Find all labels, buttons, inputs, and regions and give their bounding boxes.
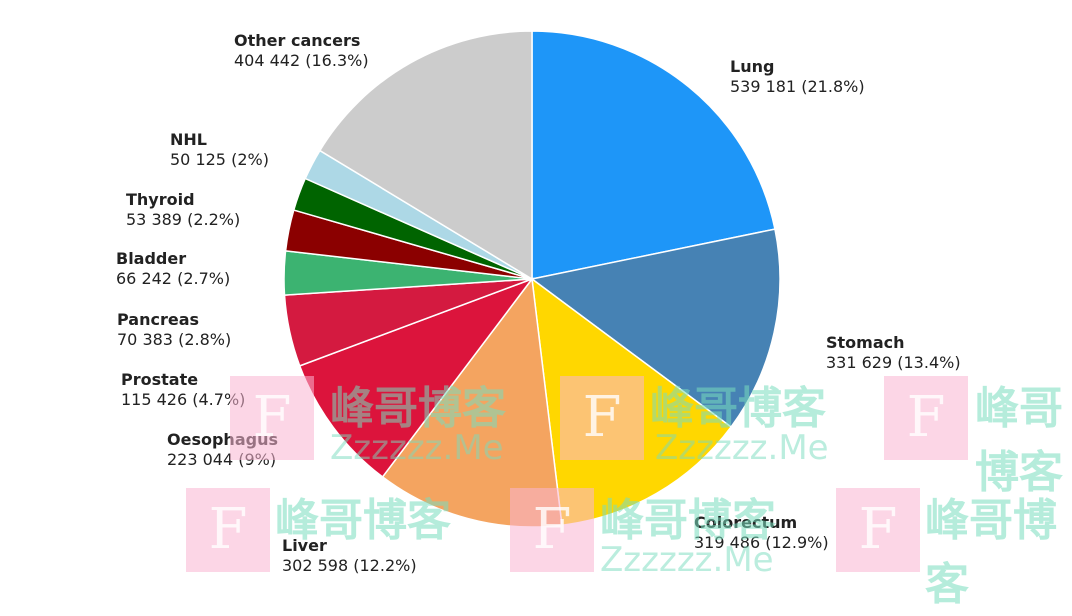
label-prostate: Prostate 115 426 (4.7%) [121,370,245,410]
label-other-cancers: Other cancers 404 442 (16.3%) [234,31,369,71]
label-value: 223 044 (9%) [167,450,277,469]
label-value: 66 242 (2.7%) [116,269,231,288]
label-name: Colorectum [694,513,798,532]
label-liver: Liver 302 598 (12.2%) [282,536,417,576]
label-name: Stomach [826,333,905,352]
label-colorectum: Colorectum 319 486 (12.9%) [694,513,829,553]
pie-slice-other-cancers [318,30,533,281]
label-value: 319 486 (12.9%) [694,533,829,552]
label-value: 331 629 (13.4%) [826,353,961,372]
label-value: 70 383 (2.8%) [117,330,232,349]
label-value: 539 181 (21.8%) [730,77,865,96]
label-name: Thyroid [126,190,195,209]
label-name: Prostate [121,370,199,389]
label-name: Other cancers [234,31,361,50]
label-name: NHL [170,130,207,149]
label-name: Lung [730,57,775,76]
label-name: Pancreas [117,310,200,329]
label-value: 404 442 (16.3%) [234,51,369,70]
label-nhl: NHL 50 125 (2%) [170,130,269,170]
label-name: Bladder [116,249,187,268]
pie-slice-stomach [530,228,781,428]
label-name: Liver [282,536,327,555]
label-oesophagus: Oesophagus 223 044 (9%) [167,430,278,470]
label-stomach: Stomach 331 629 (13.4%) [826,333,961,373]
label-thyroid: Thyroid 53 389 (2.2%) [126,190,240,230]
label-name: Oesophagus [167,430,278,449]
label-pancreas: Pancreas 70 383 (2.8%) [117,310,231,350]
label-value: 302 598 (12.2%) [282,556,417,575]
pie-slice-lung [531,30,776,280]
label-value: 115 426 (4.7%) [121,390,246,409]
label-bladder: Bladder 66 242 (2.7%) [116,249,230,289]
label-value: 50 125 (2%) [170,150,269,169]
pie-slice-oesophagus [298,277,535,478]
label-value: 53 389 (2.2%) [126,210,241,229]
label-lung: Lung 539 181 (21.8%) [730,57,865,97]
